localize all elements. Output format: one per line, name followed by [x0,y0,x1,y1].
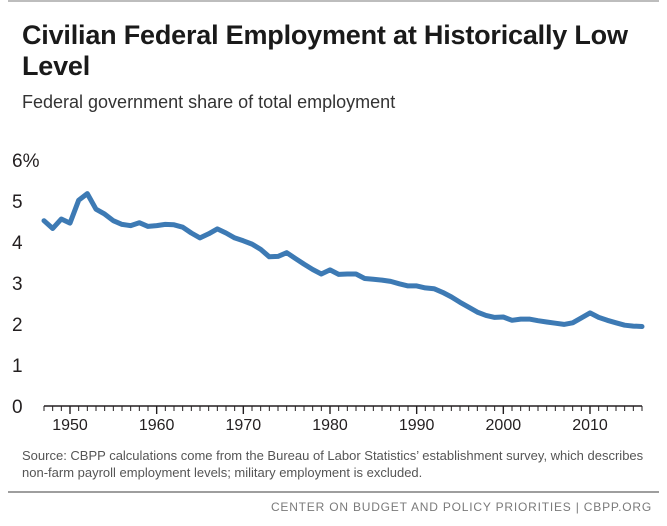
line-chart: 0 1 2 3 4 5 6% 1950 1960 1970 1980 1990 2000 2010 [12,151,645,434]
chart-subtitle: Federal government share of total employ… [22,92,396,112]
x-tick-label: 1950 [52,417,88,434]
y-tick-label: 2 [12,315,23,336]
x-tick-label: 1960 [139,417,175,434]
chart-title: Civilian Federal Employment at Historica… [22,20,628,81]
x-tick-label: 2000 [486,417,522,434]
x-axis: 1950 1960 1970 1980 1990 2000 2010 [43,405,643,434]
x-tick-label: 1970 [226,417,262,434]
y-tick-label: 4 [12,233,23,254]
y-tick-label: 5 [12,192,23,213]
y-tick-label: 6% [12,151,40,172]
x-tick-label: 2010 [572,417,608,434]
y-tick-label: 0 [12,397,23,418]
source-note: Source: CBPP calculations come from the … [22,448,644,480]
top-rule [8,0,659,2]
footer-credit: CENTER ON BUDGET AND POLICY PRIORITIES |… [270,500,652,514]
y-tick-label: 3 [12,274,23,295]
y-tick-label: 1 [12,356,23,377]
y-axis-labels: 0 1 2 3 4 5 6% [12,151,40,418]
bottom-rule [8,491,659,493]
x-tick-label: 1980 [312,417,348,434]
series-line [41,191,645,329]
x-tick-label: 1990 [399,417,435,434]
series-layer [41,191,645,329]
